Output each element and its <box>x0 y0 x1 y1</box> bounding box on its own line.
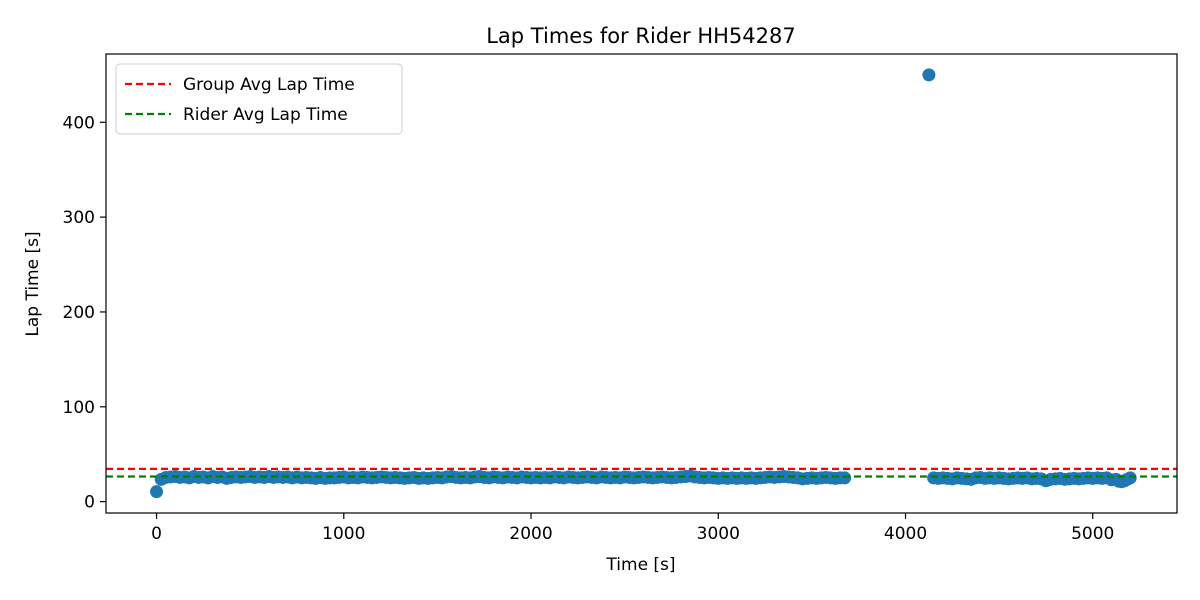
y-tick-label: 400 <box>63 113 95 133</box>
y-tick-label: 100 <box>63 398 95 418</box>
x-tick-label: 2000 <box>509 524 552 544</box>
y-axis: 0 100 200 300 400 <box>63 113 106 513</box>
y-tick-label: 0 <box>84 493 95 513</box>
data-point <box>922 68 936 82</box>
y-tick-label: 200 <box>63 303 95 323</box>
x-tick-label: 1000 <box>322 524 365 544</box>
y-tick-label: 300 <box>63 208 95 228</box>
x-tick-label: 4000 <box>884 524 927 544</box>
chart-title: Lap Times for Rider HH54287 <box>486 24 796 48</box>
data-point <box>150 485 164 499</box>
data-point <box>1123 471 1137 485</box>
x-tick-label: 0 <box>151 524 162 544</box>
x-tick-label: 3000 <box>697 524 740 544</box>
legend-box <box>115 63 403 135</box>
legend: Group Avg Lap Time Rider Avg Lap Time <box>115 63 403 135</box>
data-point <box>838 471 852 485</box>
y-axis-label: Lap Time [s] <box>23 231 43 336</box>
x-axis-label: Time [s] <box>605 555 675 575</box>
reference-lines <box>106 467 1177 478</box>
x-tick-label: 5000 <box>1071 524 1114 544</box>
x-axis: 0 1000 2000 3000 4000 5000 <box>151 513 1114 544</box>
legend-label-rider-avg: Rider Avg Lap Time <box>183 105 348 125</box>
plot-area-frame <box>105 53 1178 514</box>
legend-label-group-avg: Group Avg Lap Time <box>183 75 355 95</box>
